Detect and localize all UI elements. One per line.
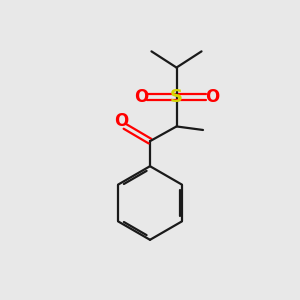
Text: S: S <box>170 88 183 106</box>
Text: O: O <box>134 88 148 106</box>
Text: O: O <box>205 88 219 106</box>
Text: O: O <box>114 112 129 130</box>
